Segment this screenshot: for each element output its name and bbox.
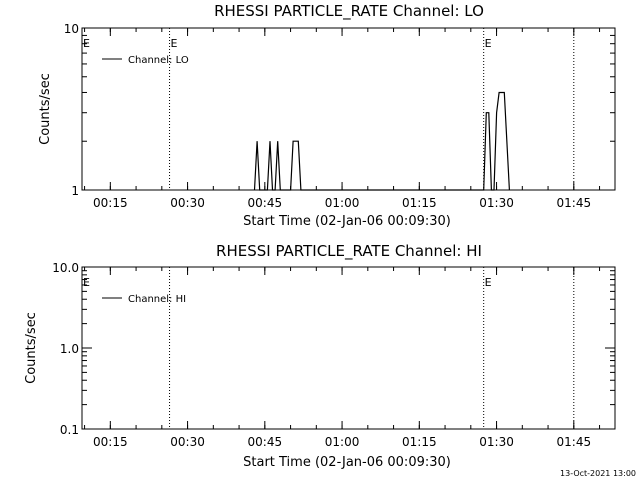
plot-frame-hi xyxy=(81,266,616,430)
chart-title-lo: RHESSI PARTICLE_RATE Channel: LO xyxy=(214,2,484,21)
x-tick-label-lo-1: 00:30 xyxy=(170,196,205,210)
legend-label-lo: Channel: LO xyxy=(128,55,189,66)
series-line-lo-0 xyxy=(253,91,510,191)
x-tick-label-hi-1: 00:30 xyxy=(170,435,205,449)
y-tick-label-lo-0: 1 xyxy=(71,184,79,198)
event-label-lo-0: E xyxy=(171,37,178,50)
plot-frame-lo xyxy=(81,27,616,191)
event-label-lo-1: E xyxy=(485,37,492,50)
x-tick-label-hi-5: 01:30 xyxy=(479,435,514,449)
y-tick-label-hi-1: 1.0 xyxy=(60,342,79,356)
x-tick-label-lo-5: 01:30 xyxy=(479,196,514,210)
y-tick-label-hi-2: 10.0 xyxy=(52,261,79,275)
x-tick-label-hi-0: 00:15 xyxy=(93,435,128,449)
x-tick-label-hi-2: 00:45 xyxy=(248,435,283,449)
y-axis-label-hi: Counts/sec xyxy=(24,312,39,384)
event-label-hi-1: E xyxy=(485,276,492,289)
footer-timestamp: 13-Oct-2021 13:00 xyxy=(560,469,636,478)
chart-title-hi: RHESSI PARTICLE_RATE Channel: HI xyxy=(216,242,482,261)
x-tick-label-lo-3: 01:00 xyxy=(325,196,360,210)
panel-hi: RHESSI PARTICLE_RATE Channel: HI E E 00:1… xyxy=(24,242,616,470)
x-axis-label-hi: Start Time (02-Jan-06 00:09:30) xyxy=(243,455,451,470)
legend-label-hi: Channel: HI xyxy=(128,294,186,305)
x-tick-label-hi-6: 01:45 xyxy=(557,435,592,449)
panel-lo: RHESSI PARTICLE_RATE Channel: LO E EE 00:… xyxy=(38,2,616,229)
x-tick-label-hi-4: 01:15 xyxy=(402,435,437,449)
x-tick-label-lo-6: 01:45 xyxy=(557,196,592,210)
legend-hi: Channel: HI xyxy=(102,294,186,305)
x-tick-label-lo-2: 00:45 xyxy=(248,196,283,210)
x-axis-label-lo: Start Time (02-Jan-06 00:09:30) xyxy=(243,214,451,229)
x-tick-label-lo-0: 00:15 xyxy=(93,196,128,210)
x-tick-label-lo-4: 01:15 xyxy=(402,196,437,210)
legend-lo: Channel: LO xyxy=(102,55,189,66)
y-tick-label-lo-1: 10 xyxy=(64,22,79,36)
y-tick-label-hi-0: 0.1 xyxy=(60,423,79,437)
x-tick-label-hi-3: 01:00 xyxy=(325,435,360,449)
edge-label-hi-0: E xyxy=(83,276,90,289)
y-axis-label-lo: Counts/sec xyxy=(38,73,53,145)
